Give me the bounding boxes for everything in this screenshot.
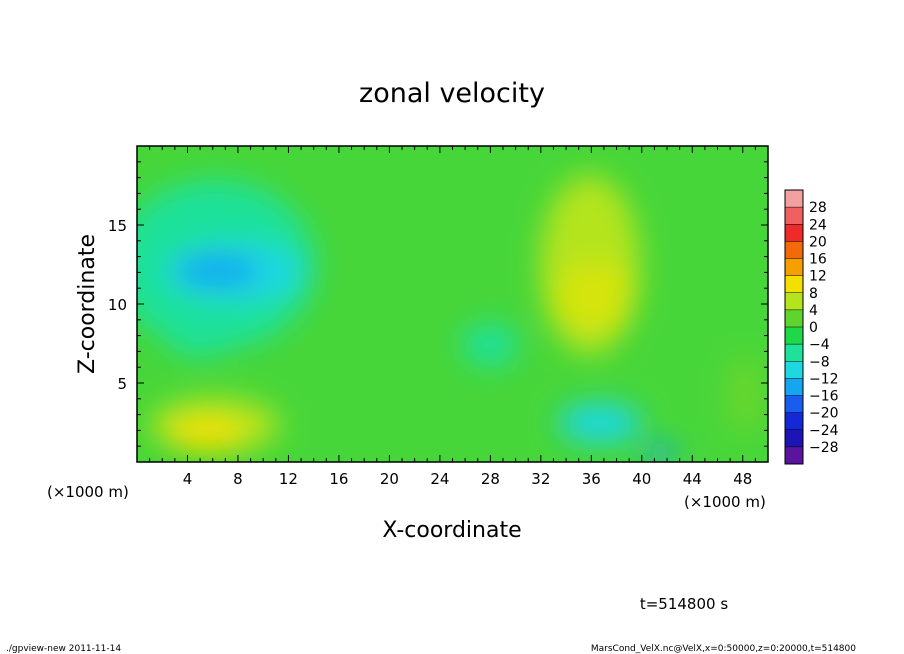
colorbar-swatch bbox=[785, 446, 803, 465]
footer-right: MarsCond_VelX.nc@VelX,x=0:50000,z=0:2000… bbox=[591, 644, 856, 654]
colorbar-swatch bbox=[785, 412, 803, 431]
colorbar-swatch bbox=[785, 190, 803, 208]
colorbar-swatch bbox=[785, 395, 803, 413]
x-tick-label: 48 bbox=[733, 470, 752, 488]
colorbar-swatch bbox=[785, 361, 803, 379]
lime-edge-right bbox=[727, 355, 763, 435]
colorbar-swatch bbox=[785, 207, 803, 225]
cyan-region-bottom-right bbox=[558, 403, 642, 443]
blue-spot-bottom-right bbox=[642, 445, 678, 461]
colorbar-label: 16 bbox=[809, 252, 827, 268]
chart-title: zonal velocity bbox=[359, 78, 545, 109]
colorbar-label: −16 bbox=[809, 389, 839, 405]
x-axis: 4 8 12 16 20 24 28 32 36 40 44 48 bbox=[149, 146, 756, 488]
footer-left: ./gpview-new 2011-11-14 bbox=[6, 644, 121, 654]
x-tick-label: 28 bbox=[481, 470, 500, 488]
colorbar-label: 24 bbox=[809, 217, 827, 233]
x-tick-label: 20 bbox=[380, 470, 399, 488]
time-label: t=514800 s bbox=[640, 595, 728, 613]
x-tick-label: 40 bbox=[632, 470, 651, 488]
x-tick-label: 4 bbox=[183, 470, 193, 488]
x-tick-label: 36 bbox=[582, 470, 601, 488]
colorbar-label: −12 bbox=[809, 371, 839, 387]
x-tick-label: 8 bbox=[233, 470, 243, 488]
blue-core-left bbox=[176, 255, 260, 287]
colorbar-swatch bbox=[785, 275, 803, 294]
colorbar-label: −20 bbox=[809, 406, 839, 422]
teal-patch-left bbox=[170, 329, 230, 357]
colorbar-label: −24 bbox=[809, 423, 839, 439]
x-unit-label: (×1000 m) bbox=[47, 483, 129, 501]
yellow-region-bottom-left bbox=[169, 418, 245, 450]
y-tick-label: 15 bbox=[108, 217, 127, 235]
colorbar-label: −8 bbox=[809, 354, 830, 370]
colorbar-label: 12 bbox=[809, 269, 827, 285]
y-unit-label: (×1000 m) bbox=[684, 493, 766, 511]
colorbar-swatch bbox=[785, 241, 803, 259]
x-tick-label: 12 bbox=[279, 470, 298, 488]
yellow-region-right bbox=[555, 262, 635, 330]
colorbar-label: −28 bbox=[809, 440, 839, 456]
teal-region-center bbox=[462, 323, 518, 367]
y-tick-label: 5 bbox=[117, 375, 127, 393]
x-tick-label: 32 bbox=[531, 470, 550, 488]
colorbar-label: 4 bbox=[809, 303, 818, 319]
y-axis-title: Z-coordinate bbox=[75, 234, 100, 374]
heatmap-field bbox=[137, 146, 768, 462]
colorbar-swatch bbox=[785, 327, 803, 345]
colorbar-label: 0 bbox=[809, 320, 818, 336]
colorbar-swatch bbox=[785, 429, 803, 448]
x-tick-label: 44 bbox=[683, 470, 702, 488]
y-axis: 5 10 15 bbox=[108, 161, 768, 447]
colorbar-label: −4 bbox=[809, 337, 830, 353]
colorbar-label: 8 bbox=[809, 286, 818, 302]
y-tick-label: 10 bbox=[108, 296, 127, 314]
colorbar-swatch bbox=[785, 309, 803, 328]
colorbar-swatch bbox=[785, 378, 803, 396]
colorbar-label: 20 bbox=[809, 234, 827, 250]
colorbar-swatch bbox=[785, 344, 803, 362]
x-axis-title: X-coordinate bbox=[382, 518, 521, 543]
colorbar-swatch bbox=[785, 224, 803, 242]
colorbar-swatch bbox=[785, 292, 803, 311]
colorbar-label: 28 bbox=[809, 200, 827, 216]
x-tick-label: 24 bbox=[430, 470, 449, 488]
x-tick-label: 16 bbox=[329, 470, 348, 488]
colorbar-swatch bbox=[785, 258, 803, 276]
